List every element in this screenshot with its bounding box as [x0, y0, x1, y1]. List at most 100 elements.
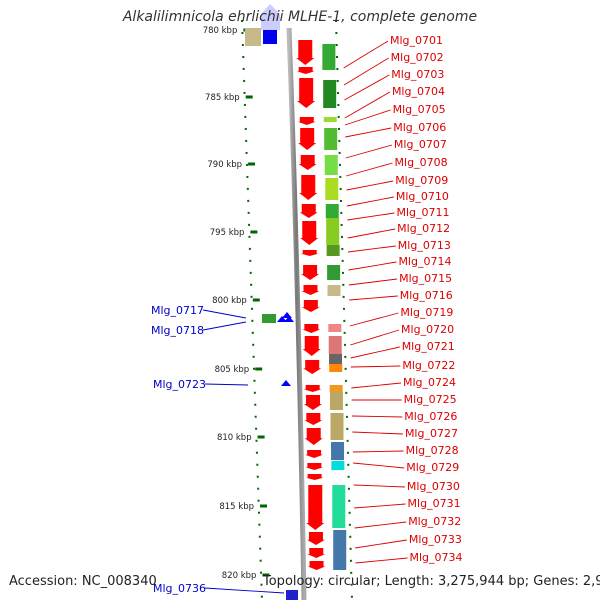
- forward-gene-arrow: [307, 561, 326, 570]
- gene-label: Mlg_0724: [403, 376, 456, 389]
- forward-gene-arrow: [306, 485, 325, 530]
- ruler-label: 805 kbp: [215, 365, 250, 375]
- ruler-tick: [245, 95, 253, 99]
- leader-line: [350, 329, 400, 346]
- gene-label: Mlg_0715: [399, 272, 452, 285]
- leader-line: [346, 196, 394, 207]
- ruler-tick: [252, 298, 260, 302]
- gene-label: Mlg_0731: [408, 497, 461, 510]
- gene-function-bar: [333, 530, 347, 570]
- gene-label: Mlg_0723: [153, 378, 206, 391]
- ruler-tick: [257, 435, 265, 439]
- leader-line: [344, 91, 391, 119]
- gene-label: Mlg_0725: [404, 393, 457, 406]
- leader-line: [344, 74, 390, 101]
- right-label-group: Mlg_0701 Mlg_0702 Mlg_0703 Mlg_0704 Mlg_0705…: [343, 34, 463, 564]
- gene-label: Mlg_0706: [393, 121, 446, 134]
- gene-label: Mlg_0726: [404, 410, 457, 423]
- ruler-tick: [248, 162, 256, 166]
- forward-gene-arrow: [303, 360, 322, 374]
- gene-function-bar: [329, 392, 343, 410]
- gene-label: Mlg_0705: [393, 103, 446, 116]
- ruler-label: 815 kbp: [219, 502, 254, 512]
- forward-gene-arrow: [297, 78, 316, 108]
- ruler-label: 790 kbp: [207, 160, 242, 170]
- leader-line: [349, 295, 398, 301]
- gene-label: Mlg_0704: [392, 85, 445, 98]
- forward-gene-arrow: [299, 175, 318, 200]
- ruler-label: 795 kbp: [210, 228, 245, 238]
- forward-gene-arrow: [303, 385, 322, 392]
- gene-function-bar: [327, 265, 341, 280]
- gene-function-bar: [327, 285, 341, 296]
- reverse-genes: [277, 312, 294, 386]
- gene-function-bar: [323, 117, 337, 122]
- gene-function-bar: [328, 336, 342, 354]
- accession-text: Accession: NC_008340: [9, 574, 157, 589]
- forward-gene-arrow: [304, 413, 323, 425]
- gene-label: Mlg_0702: [391, 51, 444, 64]
- leader-line: [204, 587, 285, 594]
- ruler-label: 820 kbp: [222, 571, 257, 581]
- forward-gene-arrow: [299, 204, 318, 218]
- reverse-gene-arrow: [277, 316, 287, 322]
- ruler-tick: [260, 504, 268, 508]
- feature-block: [263, 30, 277, 44]
- gene-label: Mlg_0707: [394, 138, 447, 151]
- feature-block: [262, 314, 276, 323]
- leader-line: [354, 521, 407, 529]
- forward-gene-arrow: [300, 221, 319, 245]
- leader-line: [202, 321, 247, 331]
- forward-gene-arrow: [301, 285, 320, 295]
- gene-function-bar: [331, 442, 345, 460]
- leader-line: [349, 312, 399, 327]
- gene-label: Mlg_0727: [405, 427, 458, 440]
- gene-function-bar: [322, 44, 336, 70]
- leader-line: [347, 245, 396, 253]
- leader-line: [347, 228, 396, 239]
- forward-gene-arrow: [302, 324, 321, 333]
- forward-gene-arrow: [304, 428, 323, 445]
- forward-gene-arrow: [306, 532, 325, 545]
- leader-line: [346, 162, 393, 177]
- forward-gene-arrow: [303, 395, 322, 410]
- gene-function-bar: [326, 245, 340, 256]
- leader-line: [204, 383, 249, 386]
- gene-function-bar: [331, 461, 345, 470]
- leader-line: [355, 539, 407, 549]
- gene-label: Mlg_0712: [397, 222, 450, 235]
- leader-line: [348, 278, 398, 286]
- gene-label: Mlg_0722: [402, 359, 455, 372]
- forward-gene-arrow: [301, 265, 320, 280]
- forward-gene-arrow: [301, 300, 320, 312]
- leader-line: [351, 382, 402, 389]
- leader-line: [354, 503, 406, 509]
- leader-line: [202, 309, 247, 319]
- ruler-dotted-line: [241, 19, 263, 600]
- gene-label: Mlg_0728: [406, 444, 459, 457]
- gene-label: Mlg_0710: [396, 190, 449, 203]
- gene-label: Mlg_0734: [410, 551, 463, 564]
- gene-label: Mlg_0721: [402, 340, 455, 353]
- leader-line: [343, 40, 389, 69]
- gene-label: Mlg_0736: [153, 582, 206, 595]
- forward-gene-arrow: [297, 117, 316, 125]
- ruler-tick: [250, 230, 258, 234]
- gene-function-bar: [329, 385, 343, 392]
- gene-label: Mlg_0732: [408, 515, 461, 528]
- leader-line: [350, 346, 400, 359]
- gene-label: Mlg_0719: [400, 306, 453, 319]
- forward-gene-arrow: [298, 155, 317, 170]
- feature-block: [245, 28, 261, 46]
- gene-label: Mlg_0733: [409, 533, 462, 546]
- ruler-label: 780 kbp: [203, 26, 238, 36]
- forward-gene-arrow: [298, 128, 317, 150]
- leader-line: [355, 557, 408, 564]
- forward-gene-arrow: [296, 40, 315, 65]
- leader-line: [346, 180, 394, 191]
- leader-line: [348, 261, 397, 271]
- leader-line: [353, 484, 405, 488]
- leader-line: [350, 365, 401, 368]
- leader-line: [343, 57, 389, 86]
- topology-text: Topology: circular; Length: 3,275,944 bp…: [263, 574, 600, 589]
